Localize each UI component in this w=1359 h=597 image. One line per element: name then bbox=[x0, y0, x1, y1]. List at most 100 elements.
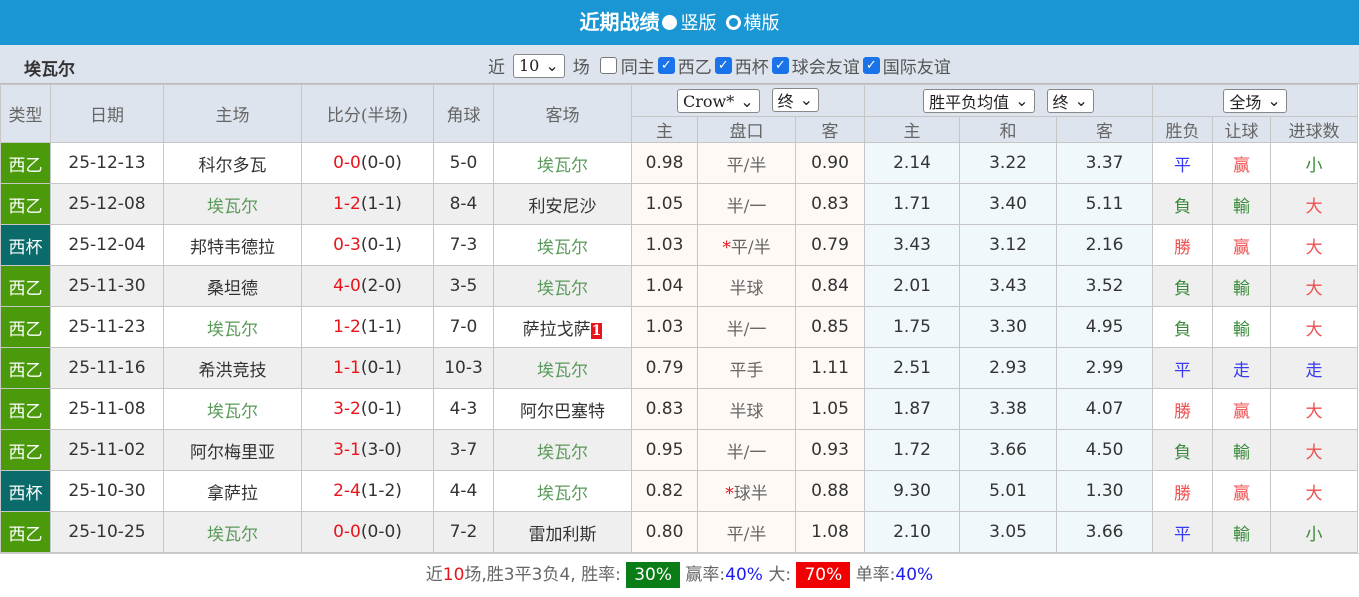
away-team-name: 埃瓦尔 bbox=[537, 155, 588, 176]
home-odds: 0.83 bbox=[631, 388, 698, 430]
cover-rate: 40% bbox=[725, 565, 763, 585]
home-team[interactable]: 阿尔梅里亚 bbox=[163, 429, 302, 471]
subcol: 胜负 bbox=[1152, 116, 1214, 143]
home-odds: 1.03 bbox=[631, 224, 698, 266]
home-team[interactable]: 科尔多瓦 bbox=[163, 142, 302, 184]
match-date: 25-11-02 bbox=[50, 429, 164, 471]
away-team[interactable]: 利安尼沙 bbox=[493, 183, 632, 225]
checkbox-cup[interactable]: ✓ bbox=[714, 57, 732, 74]
result-wdl: 負 bbox=[1152, 306, 1214, 348]
home-team[interactable]: 埃瓦尔 bbox=[163, 183, 302, 225]
result-wdl: 勝 bbox=[1152, 388, 1214, 430]
checkbox-same-home[interactable] bbox=[599, 57, 617, 74]
score-cell[interactable]: 3-2(0-1) bbox=[301, 388, 434, 430]
home-team[interactable]: 邦特韦德拉 bbox=[163, 224, 302, 266]
result-goals: 大 bbox=[1270, 183, 1359, 225]
home-odds: 1.05 bbox=[631, 183, 698, 225]
summary-text: 近 bbox=[425, 565, 443, 585]
score-cell[interactable]: 1-1(0-1) bbox=[301, 347, 434, 389]
chevron-down-icon: ⌄ bbox=[740, 91, 754, 111]
checkbox-league[interactable]: ✓ bbox=[657, 57, 675, 74]
score-cell[interactable]: 0-0(0-0) bbox=[301, 142, 434, 184]
away-team[interactable]: 阿尔巴塞特 bbox=[493, 388, 632, 430]
table-row: 西杯 25-12-04 邦特韦德拉 0-3(0-1) 7-3 埃瓦尔 1.03 … bbox=[0, 224, 1359, 266]
full-score: 2-4 bbox=[333, 481, 361, 501]
loss-avg: 1.30 bbox=[1056, 470, 1154, 512]
away-odds: 0.85 bbox=[794, 306, 866, 348]
away-team-name: 阿尔巴塞特 bbox=[520, 401, 605, 422]
away-team[interactable]: 埃瓦尔 bbox=[493, 224, 632, 266]
chevron-down-icon: ⌄ bbox=[1267, 91, 1281, 110]
half-score: (0-1) bbox=[360, 358, 402, 378]
draw-avg: 3.30 bbox=[959, 306, 1058, 348]
away-team-name: 埃瓦尔 bbox=[537, 360, 588, 381]
handicap: 平/半 bbox=[697, 142, 796, 184]
avg-state-select[interactable]: 终 ⌄ bbox=[1046, 88, 1094, 113]
result-goals: 大 bbox=[1270, 224, 1359, 266]
odd-rate: 40% bbox=[895, 565, 934, 585]
table-row: 西乙 25-10-25 埃瓦尔 0-0(0-0) 7-2 雷加利斯 0.80 平… bbox=[0, 511, 1359, 553]
home-team[interactable]: 埃瓦尔 bbox=[163, 388, 302, 430]
full-score: 1-2 bbox=[333, 194, 361, 214]
away-team[interactable]: 萨拉戈萨1 bbox=[493, 306, 632, 348]
period-select[interactable]: 全场 ⌄ bbox=[1223, 88, 1287, 113]
radio-horizontal-label[interactable]: 横版 bbox=[743, 13, 780, 34]
score-cell[interactable]: 4-0(2-0) bbox=[301, 265, 434, 307]
checkbox-club-friendly[interactable]: ✓ bbox=[771, 57, 789, 74]
score-cell[interactable]: 2-4(1-2) bbox=[301, 470, 434, 512]
away-team[interactable]: 埃瓦尔 bbox=[493, 347, 632, 389]
result-goals: 大 bbox=[1270, 470, 1359, 512]
match-type: 西乙 bbox=[0, 142, 51, 184]
match-date: 25-12-08 bbox=[50, 183, 164, 225]
win-avg: 1.87 bbox=[864, 388, 961, 430]
checkbox-intl-friendly[interactable]: ✓ bbox=[862, 57, 880, 74]
loss-avg: 4.95 bbox=[1056, 306, 1154, 348]
cover-label: 赢率: bbox=[685, 565, 726, 585]
away-team-name: 萨拉戈萨 bbox=[522, 319, 591, 340]
radio-vertical[interactable] bbox=[662, 15, 678, 30]
score-cell[interactable]: 1-2(1-1) bbox=[301, 306, 434, 348]
score-cell[interactable]: 3-1(3-0) bbox=[301, 429, 434, 471]
summary-text: 场,胜3平3负4, 胜率: bbox=[464, 565, 621, 585]
handicap-value: 半/一 bbox=[726, 319, 767, 340]
win-avg: 1.71 bbox=[864, 183, 961, 225]
corners: 3-7 bbox=[433, 429, 494, 471]
company-select[interactable]: Crow* ⌄ bbox=[676, 89, 760, 114]
away-team[interactable]: 雷加利斯 bbox=[493, 511, 632, 553]
handicap: 平/半 bbox=[697, 511, 796, 553]
radio-horizontal[interactable] bbox=[725, 15, 741, 30]
radio-vertical-label[interactable]: 竖版 bbox=[680, 13, 717, 34]
score-cell[interactable]: 1-2(1-1) bbox=[301, 183, 434, 225]
col-corner: 角球 bbox=[433, 84, 494, 143]
avg-select[interactable]: 胜平负均值 ⌄ bbox=[923, 88, 1035, 113]
corners: 8-4 bbox=[433, 183, 494, 225]
result-wdl: 負 bbox=[1152, 265, 1214, 307]
away-team[interactable]: 埃瓦尔 bbox=[493, 265, 632, 307]
result-handicap: 輸 bbox=[1212, 183, 1272, 225]
handicap-value: 球半 bbox=[733, 483, 768, 504]
checkbox-label: 球会友谊 bbox=[791, 58, 860, 78]
result-goals: 大 bbox=[1270, 265, 1359, 307]
subcol: 盘口 bbox=[697, 116, 796, 143]
handicap-value: 半球 bbox=[729, 278, 764, 299]
home-team[interactable]: 埃瓦尔 bbox=[163, 306, 302, 348]
away-team[interactable]: 埃瓦尔 bbox=[493, 429, 632, 471]
count-select[interactable]: 10 ⌄ bbox=[513, 53, 565, 78]
loss-avg: 2.16 bbox=[1056, 224, 1154, 266]
corners: 7-2 bbox=[433, 511, 494, 553]
score-cell[interactable]: 0-3(0-1) bbox=[301, 224, 434, 266]
chevron-down-icon: ⌄ bbox=[545, 56, 559, 75]
home-team[interactable]: 希洪竞技 bbox=[163, 347, 302, 389]
home-team[interactable]: 桑坦德 bbox=[163, 265, 302, 307]
home-team[interactable]: 拿萨拉 bbox=[163, 470, 302, 512]
score-cell[interactable]: 0-0(0-0) bbox=[301, 511, 434, 553]
half-score: (0-0) bbox=[360, 153, 402, 173]
away-team[interactable]: 埃瓦尔 bbox=[493, 470, 632, 512]
handicap-state-select[interactable]: 终 ⌄ bbox=[771, 87, 820, 112]
corners: 5-0 bbox=[433, 142, 494, 184]
result-handicap: 輸 bbox=[1212, 265, 1272, 307]
subcol: 和 bbox=[959, 116, 1058, 143]
red-card-badge: 1 bbox=[590, 322, 603, 339]
away-team[interactable]: 埃瓦尔 bbox=[493, 142, 632, 184]
home-team[interactable]: 埃瓦尔 bbox=[163, 511, 302, 553]
